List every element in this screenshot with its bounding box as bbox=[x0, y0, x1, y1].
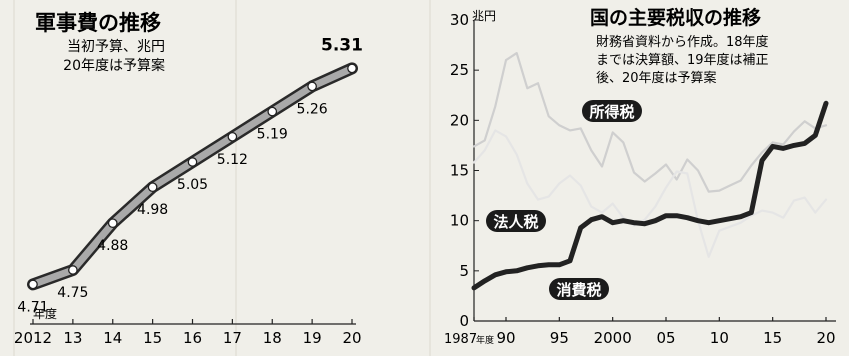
data-point bbox=[187, 157, 198, 167]
x-tick-label: 15 bbox=[143, 329, 162, 347]
x-tick-label: 1987 bbox=[444, 332, 477, 347]
data-point bbox=[307, 81, 317, 92]
x-tick-label: 90 bbox=[496, 329, 515, 347]
data-point bbox=[68, 265, 78, 275]
left-chart-subtitle-1: 当初予算、兆円 bbox=[67, 38, 165, 55]
data-point bbox=[147, 182, 158, 193]
series-label: 消費税 bbox=[556, 281, 601, 299]
left-chart-subtitle-2: 20年度は予算案 bbox=[63, 57, 165, 74]
data-label: 5.26 bbox=[297, 101, 328, 117]
data-point bbox=[107, 218, 118, 229]
data-label: 4.71 bbox=[17, 299, 48, 315]
data-point bbox=[28, 279, 38, 290]
x-tick-label: 95 bbox=[550, 329, 569, 347]
left-chart-title: 軍事費の推移 bbox=[35, 11, 161, 35]
right-chart-title: 国の主要税収の推移 bbox=[590, 6, 761, 29]
data-label: 4.75 bbox=[57, 285, 88, 301]
x-tick-label: 17 bbox=[223, 329, 242, 347]
right-chart-subtitle-2: までは決算額、19年度は補正 bbox=[596, 52, 769, 68]
right-y-unit-label: 兆円 bbox=[472, 9, 496, 23]
data-label: 5.31 bbox=[321, 35, 363, 55]
series-line bbox=[472, 129, 828, 258]
series-line bbox=[471, 100, 829, 291]
series-label: 法人税 bbox=[493, 213, 538, 231]
x-tick-label: 14 bbox=[103, 329, 122, 347]
x-tick-label: 16 bbox=[183, 329, 202, 347]
x-tick-label: 20 bbox=[342, 329, 361, 347]
data-point bbox=[267, 106, 278, 117]
data-label: 4.88 bbox=[97, 238, 128, 254]
x-tick-label: 10 bbox=[710, 329, 729, 347]
x-tick-label: 19 bbox=[303, 329, 322, 347]
right-chart-subtitle-3: 後、20年度は予算案 bbox=[596, 70, 717, 86]
data-point bbox=[347, 63, 357, 74]
data-label: 5.19 bbox=[257, 127, 288, 143]
series-label: 所得税 bbox=[589, 103, 634, 121]
y-tick-label: 0 bbox=[459, 312, 469, 330]
y-tick-label: 30 bbox=[450, 11, 469, 29]
right-chart-subtitle-1: 財務省資料から作成。18年度 bbox=[596, 34, 769, 50]
x-tick-label: 05 bbox=[656, 329, 675, 347]
x-tick-label: 13 bbox=[63, 329, 82, 347]
data-label: 4.98 bbox=[137, 202, 168, 218]
series-label-badge bbox=[582, 100, 642, 122]
y-tick-label: 20 bbox=[450, 111, 469, 129]
x-tick-suffix: 年度 bbox=[476, 334, 494, 346]
x-tick-label: 18 bbox=[263, 329, 282, 347]
left-plot-area: 4.71 4.75 4.88 4.98 5.05 5.12 5.19 5.26 5.31 2012… bbox=[14, 35, 363, 347]
y-tick-label: 15 bbox=[450, 162, 469, 180]
series-label-badge bbox=[549, 278, 609, 300]
data-point bbox=[227, 131, 238, 142]
data-label: 5.12 bbox=[217, 152, 248, 168]
x-tick-label: 2000 bbox=[594, 329, 632, 347]
left-x-axis-label: 年度 bbox=[33, 306, 57, 321]
y-tick-label: 10 bbox=[450, 212, 469, 230]
y-tick-label: 25 bbox=[450, 61, 469, 79]
series-line bbox=[472, 52, 828, 193]
y-tick-label: 5 bbox=[459, 262, 469, 280]
series-label-badge bbox=[486, 210, 546, 232]
data-label: 5.05 bbox=[177, 177, 208, 193]
x-tick-label: 20 bbox=[816, 329, 835, 347]
x-tick-label: 15 bbox=[763, 329, 782, 347]
x-tick-label: 2012 bbox=[14, 329, 52, 347]
